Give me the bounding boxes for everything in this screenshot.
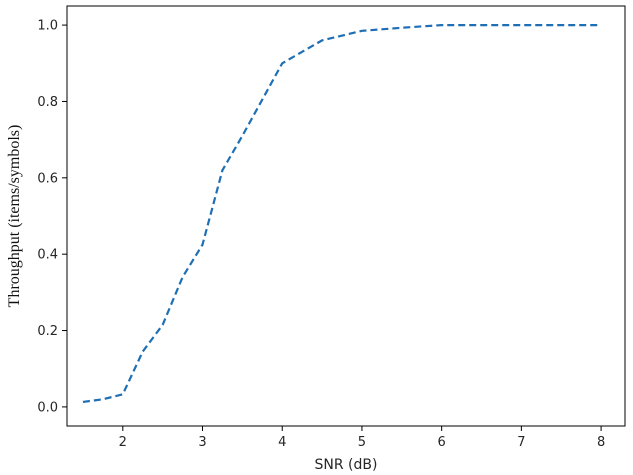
y-axis: 0.0 0.2 0.4 0.6 0.8 1.0 (37, 19, 67, 415)
x-axis-label: SNR (dB) (315, 457, 378, 473)
y-axis-label: Throughput (items/symbols) (6, 125, 23, 308)
plot-area (66, 5, 626, 427)
x-tick-label: 4 (278, 435, 286, 450)
x-tick-label: 3 (198, 435, 206, 450)
x-tick-label: 8 (597, 435, 605, 450)
x-tick-label: 7 (517, 435, 525, 450)
y-tick-label: 0.2 (37, 324, 58, 339)
series-line-0 (82, 23, 602, 404)
y-tick-label: 0.4 (37, 248, 58, 263)
y-tick-label: 0.0 (37, 400, 58, 415)
y-tick-label: 0.8 (37, 95, 58, 110)
x-tick-label: 6 (438, 435, 446, 450)
x-tick-label: 2 (119, 435, 127, 450)
x-tick-label: 5 (358, 435, 366, 450)
y-tick-label: 0.6 (37, 171, 58, 186)
x-axis: 2 3 4 5 6 7 8 (119, 426, 605, 450)
y-tick-label: 1.0 (37, 19, 58, 34)
series-layer (82, 23, 602, 404)
